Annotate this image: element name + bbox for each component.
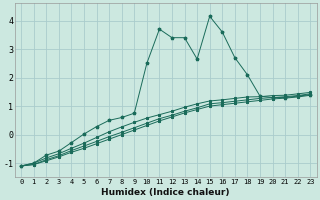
X-axis label: Humidex (Indice chaleur): Humidex (Indice chaleur)	[101, 188, 230, 197]
